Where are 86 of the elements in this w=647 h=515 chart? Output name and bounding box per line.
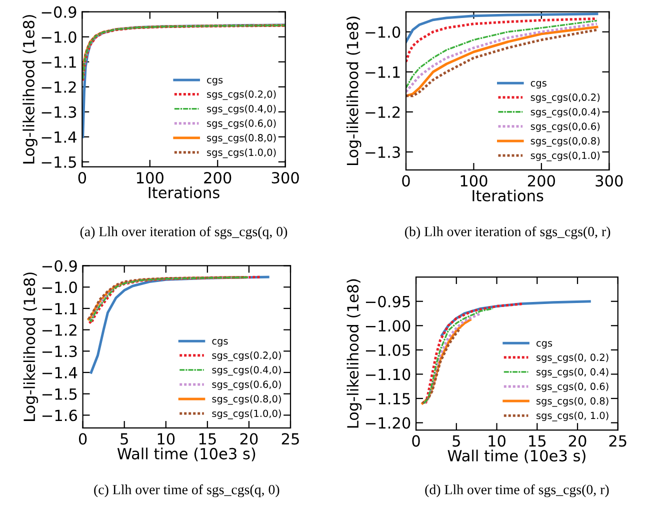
y-axis-title: Log-likelihood (1e8) [346, 16, 362, 165]
legend-label: cgs [212, 339, 228, 347]
x-tick-label: 15 [199, 433, 216, 445]
y-tick-label: −1.0 [42, 31, 76, 43]
y-tick-label: −1.5 [42, 156, 76, 168]
x-tick-label: 300 [596, 175, 623, 187]
y-tick-label: −1.6 [42, 410, 77, 422]
y-tick-label: −1.5 [42, 388, 77, 400]
line-series [423, 308, 494, 404]
y-tick-label: −1.1 [42, 56, 76, 68]
y-tick-label: −1.4 [42, 132, 76, 143]
x-tick-label: 0 [412, 435, 420, 447]
legend-label: sgs_cgs(0,1.0) [530, 152, 600, 162]
x-axis-title: Wall time (10e3 s) [448, 450, 586, 464]
y-axis-title: Log-likelihood (1e8) [22, 15, 38, 164]
y-tick-label: −1.3 [42, 106, 76, 118]
x-tick-label: 20 [568, 435, 586, 447]
x-axis-title: Iterations [148, 186, 220, 198]
legend-label: sgs_cgs(0,0.6) [530, 122, 600, 132]
legend-label: sgs_cgs(0,0.4) [530, 108, 600, 118]
y-axis-title: Log-likelihood (1e8) [23, 272, 38, 421]
legend-label: sgs_cgs(0.2,0) [207, 90, 276, 100]
x-tick-label: 10 [488, 435, 506, 447]
y-tick-label: −0.9 [42, 260, 77, 272]
legend-label: sgs_cgs(0, 1.0) [536, 412, 608, 422]
line-series [406, 12, 598, 44]
x-axis-title: Wall time (10e3 s) [117, 448, 256, 462]
y-tick-label: −1.2 [42, 324, 76, 336]
y-tick-label: −1.1 [366, 66, 400, 78]
x-tick-label: 200 [528, 175, 555, 187]
legend-label: sgs_cgs(0.8,0) [212, 395, 281, 405]
y-tick-label: −1.2 [42, 81, 76, 93]
x-tick-label: 25 [282, 433, 299, 445]
y-tick-label: −1.3 [366, 146, 400, 158]
legend-label: sgs_cgs(1.0,0) [212, 410, 281, 420]
y-tick-label: −1.3 [42, 346, 77, 358]
y-tick-label: −1.0 [42, 282, 77, 294]
line-series [424, 302, 525, 405]
legend-label: cgs [536, 341, 552, 349]
legend-label: sgs_cgs(1.0,0) [207, 148, 276, 158]
x-axis-title: Iterations [472, 190, 544, 202]
x-tick-label: 15 [529, 435, 546, 447]
text: (b) Llh over iteration of sgs_cgs(0, r) [405, 226, 610, 240]
x-tick-label: 200 [204, 172, 232, 184]
y-tick-label: −1.4 [42, 367, 78, 378]
legend-label: sgs_cgs(0, 0.6) [536, 382, 608, 392]
legend-label: sgs_cgs(0, 0.8) [536, 397, 608, 407]
legend-label: sgs_cgs(0.4,0) [212, 366, 281, 376]
y-axis-title: Log-likelihood (1e8) [346, 279, 362, 428]
y-tick-label: −1.10 [366, 368, 410, 380]
y-tick-label: −0.95 [366, 296, 410, 308]
legend-label: sgs_cgs(0, 0.2) [536, 353, 608, 364]
line-series [421, 326, 462, 405]
x-tick-label: 0 [78, 433, 87, 445]
line-series [422, 312, 482, 405]
x-tick-label: 0 [78, 172, 86, 184]
legend-label: sgs_cgs(0.4,0) [207, 104, 276, 114]
y-tick-label: −1.0 [366, 26, 400, 38]
y-tick-label: −1.1 [42, 303, 77, 314]
x-tick-label: 10 [158, 433, 175, 445]
text: (c) Llh over time of sgs_cgs(q, 0) [94, 484, 280, 498]
legend-label: cgs [207, 78, 223, 86]
legend-label: sgs_cgs(0.8,0) [207, 134, 276, 144]
legend-label: cgs [530, 81, 546, 88]
legend-label: sgs_cgs(0.6,0) [212, 380, 281, 390]
x-tick-label: 5 [120, 433, 128, 445]
legend-label: sgs_cgs(0.2,0) [212, 351, 281, 362]
x-tick-label: 5 [452, 435, 460, 447]
legend-label: sgs_cgs(0.6,0) [207, 119, 276, 130]
legend-label: sgs_cgs(0, 0.4) [536, 368, 608, 378]
x-tick-label: 100 [460, 175, 488, 187]
x-tick-label: 100 [136, 172, 164, 184]
legend-label: sgs_cgs(0,0.8) [530, 136, 600, 147]
x-tick-label: 300 [272, 172, 299, 184]
legend-label: sgs_cgs(0,0.2) [530, 93, 600, 104]
y-tick-label: −1.05 [366, 344, 410, 356]
y-tick-label: −1.00 [366, 320, 410, 332]
y-tick-label: −0.9 [42, 6, 76, 18]
x-tick-label: 25 [609, 435, 626, 447]
y-tick-label: −1.2 [366, 106, 400, 118]
y-tick-label: −1.15 [366, 393, 410, 404]
y-tick-label: −1.20 [366, 417, 410, 429]
text: (d) Llh over time of sgs_cgs(0, r) [425, 484, 609, 498]
x-tick-label: 0 [402, 175, 410, 187]
text: (a) Llh over iteration of sgs_cgs(q, 0) [80, 226, 288, 240]
x-tick-label: 20 [240, 433, 258, 445]
